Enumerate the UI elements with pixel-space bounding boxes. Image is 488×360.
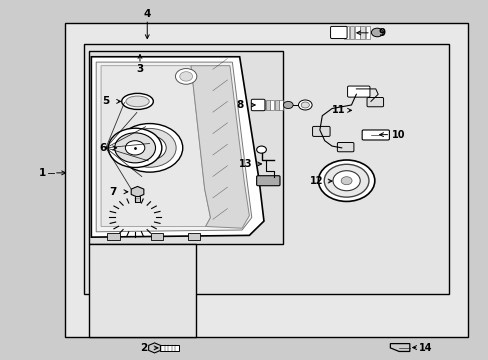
- FancyBboxPatch shape: [337, 143, 353, 152]
- Circle shape: [115, 133, 155, 163]
- Circle shape: [324, 164, 368, 197]
- Text: 6: 6: [99, 143, 106, 153]
- Text: 9: 9: [377, 28, 385, 38]
- Bar: [89, 51, 283, 244]
- Text: 11: 11: [331, 105, 345, 115]
- Text: 7: 7: [109, 187, 117, 197]
- Circle shape: [341, 177, 351, 185]
- FancyBboxPatch shape: [187, 233, 200, 240]
- Text: 13: 13: [238, 159, 252, 169]
- Text: 5: 5: [102, 96, 109, 107]
- Polygon shape: [91, 57, 264, 237]
- Polygon shape: [389, 343, 409, 351]
- FancyBboxPatch shape: [270, 100, 274, 111]
- FancyBboxPatch shape: [135, 197, 140, 202]
- Circle shape: [371, 28, 382, 37]
- FancyBboxPatch shape: [362, 130, 388, 140]
- Circle shape: [133, 136, 166, 160]
- Circle shape: [125, 141, 144, 155]
- Circle shape: [283, 102, 292, 109]
- Circle shape: [123, 129, 176, 167]
- Polygon shape: [148, 343, 160, 353]
- Circle shape: [180, 72, 192, 81]
- FancyBboxPatch shape: [261, 100, 265, 111]
- FancyBboxPatch shape: [265, 100, 269, 111]
- Polygon shape: [131, 186, 143, 197]
- Polygon shape: [191, 66, 249, 228]
- Circle shape: [332, 171, 360, 191]
- Circle shape: [256, 146, 266, 153]
- Ellipse shape: [125, 96, 149, 107]
- FancyBboxPatch shape: [360, 26, 365, 39]
- Circle shape: [318, 160, 374, 202]
- Text: 12: 12: [309, 176, 323, 186]
- Bar: [84, 44, 448, 294]
- Bar: [64, 23, 467, 337]
- FancyBboxPatch shape: [312, 126, 329, 136]
- FancyBboxPatch shape: [347, 86, 369, 97]
- Text: 4: 4: [143, 9, 151, 19]
- Polygon shape: [101, 66, 210, 226]
- FancyBboxPatch shape: [344, 26, 348, 39]
- FancyBboxPatch shape: [354, 26, 359, 39]
- FancyBboxPatch shape: [330, 26, 346, 39]
- Circle shape: [301, 102, 309, 108]
- Text: 1: 1: [39, 168, 46, 178]
- Text: 3: 3: [136, 64, 143, 74]
- Bar: [89, 244, 196, 337]
- Polygon shape: [96, 62, 251, 232]
- FancyBboxPatch shape: [160, 345, 179, 351]
- FancyBboxPatch shape: [256, 176, 280, 186]
- Ellipse shape: [122, 93, 153, 109]
- FancyBboxPatch shape: [366, 98, 383, 107]
- Text: 2: 2: [140, 343, 147, 353]
- FancyBboxPatch shape: [151, 233, 163, 240]
- FancyBboxPatch shape: [251, 99, 264, 111]
- Text: 14: 14: [418, 342, 432, 352]
- Circle shape: [298, 100, 311, 110]
- FancyBboxPatch shape: [349, 26, 354, 39]
- Circle shape: [116, 123, 183, 172]
- Circle shape: [108, 128, 162, 167]
- FancyBboxPatch shape: [365, 26, 370, 39]
- Text: 10: 10: [391, 130, 405, 140]
- Circle shape: [175, 68, 197, 84]
- FancyBboxPatch shape: [274, 100, 278, 111]
- FancyBboxPatch shape: [107, 233, 119, 240]
- FancyBboxPatch shape: [279, 100, 283, 111]
- Text: 8: 8: [236, 100, 243, 110]
